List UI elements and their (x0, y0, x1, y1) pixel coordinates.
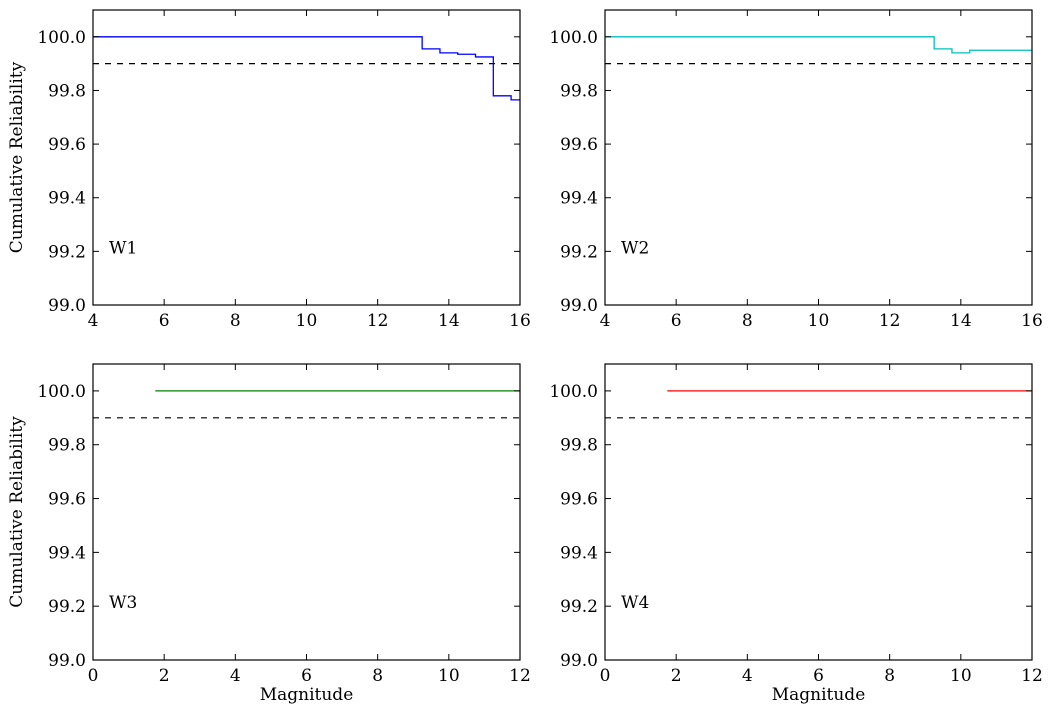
x-tick-label: 12 (1021, 666, 1043, 686)
y-tick-label: 99.4 (560, 189, 598, 209)
y-tick-label: 100.0 (37, 382, 86, 402)
plot-frame (604, 363, 1033, 661)
y-tick-label: 99.2 (560, 597, 598, 617)
x-tick-label: 8 (884, 666, 895, 686)
x-tick-label: 10 (296, 311, 318, 331)
x-tick-label: 4 (600, 311, 611, 331)
y-tick-label: 99.8 (48, 81, 86, 101)
y-tick-label: 99.0 (48, 651, 86, 671)
y-tick-label: 99.4 (48, 543, 86, 563)
x-tick-label: 6 (813, 666, 824, 686)
x-tick-label: 16 (1021, 311, 1043, 331)
y-tick-label: 99.6 (48, 135, 86, 155)
x-axis-label: Magnitude (260, 685, 354, 705)
y-tick-label: 99.8 (560, 436, 598, 456)
y-tick-label: 99.6 (560, 490, 598, 510)
y-tick-label: 99.8 (48, 436, 86, 456)
panel-label: W3 (109, 593, 137, 613)
x-tick-label: 10 (808, 311, 830, 331)
x-tick-label: 6 (301, 666, 312, 686)
x-axis-label: Magnitude (772, 685, 866, 705)
x-tick-label: 12 (879, 311, 901, 331)
x-tick-label: 16 (509, 311, 531, 331)
chart-panel-4: 0 2 4 6 8 10 12 99.0 99.2 99.4 99.6 99.8 100.0 W4 Magn… (549, 363, 1043, 705)
x-tick-label: 2 (159, 666, 170, 686)
y-tick-label: 99.4 (48, 189, 86, 209)
x-tick-label: 4 (230, 666, 241, 686)
chart-panel-1: 4 6 8 10 12 14 16 99.0 99.2 99.4 99.6 99.8 100.0 W1 Cu… (7, 9, 531, 331)
y-tick-label: 99.2 (560, 242, 598, 262)
series-line (605, 36, 1032, 54)
x-tick-label: 4 (88, 311, 99, 331)
panel-label: W4 (621, 593, 649, 613)
panel-label: W2 (621, 238, 649, 258)
x-tick-label: 12 (509, 666, 531, 686)
y-tick-label: 100.0 (37, 28, 86, 48)
x-tick-label: 14 (438, 311, 460, 331)
y-tick-label: 99.0 (560, 296, 598, 316)
y-tick-label: 99.0 (48, 296, 86, 316)
x-tick-label: 6 (159, 311, 170, 331)
panel-label: W1 (109, 238, 137, 258)
x-tick-label: 0 (88, 666, 99, 686)
x-tick-label: 6 (671, 311, 682, 331)
y-tick-label: 99.8 (560, 81, 598, 101)
x-tick-label: 8 (742, 311, 753, 331)
y-axis-label: Cumulative Reliability (7, 61, 27, 253)
y-tick-label: 100.0 (549, 28, 598, 48)
y-tick-label: 100.0 (549, 382, 598, 402)
y-tick-label: 99.6 (48, 490, 86, 510)
x-tick-label: 8 (230, 311, 241, 331)
y-tick-label: 99.6 (560, 135, 598, 155)
plot-frame (92, 363, 521, 661)
y-tick-label: 99.0 (560, 651, 598, 671)
x-tick-label: 8 (372, 666, 383, 686)
x-tick-label: 4 (742, 666, 753, 686)
y-tick-label: 99.2 (48, 597, 86, 617)
chart-panel-2: 4 6 8 10 12 14 16 99.0 99.2 99.4 99.6 99.8 100.0 W2 (549, 9, 1043, 331)
plot-frame (604, 9, 1033, 306)
x-tick-label: 10 (950, 666, 972, 686)
x-tick-label: 12 (367, 311, 389, 331)
x-tick-label: 0 (600, 666, 611, 686)
x-tick-label: 2 (671, 666, 682, 686)
y-tick-label: 99.2 (48, 242, 86, 262)
series-line (93, 36, 520, 101)
x-tick-label: 10 (438, 666, 460, 686)
x-tick-label: 14 (950, 311, 972, 331)
chart-panel-3: 0 2 4 6 8 10 12 99.0 99.2 99.4 99.6 99.8 100.0 W3 Magn… (7, 363, 531, 705)
y-tick-label: 99.4 (560, 543, 598, 563)
plot-frame (92, 9, 521, 306)
y-axis-label: Cumulative Reliability (7, 416, 27, 608)
